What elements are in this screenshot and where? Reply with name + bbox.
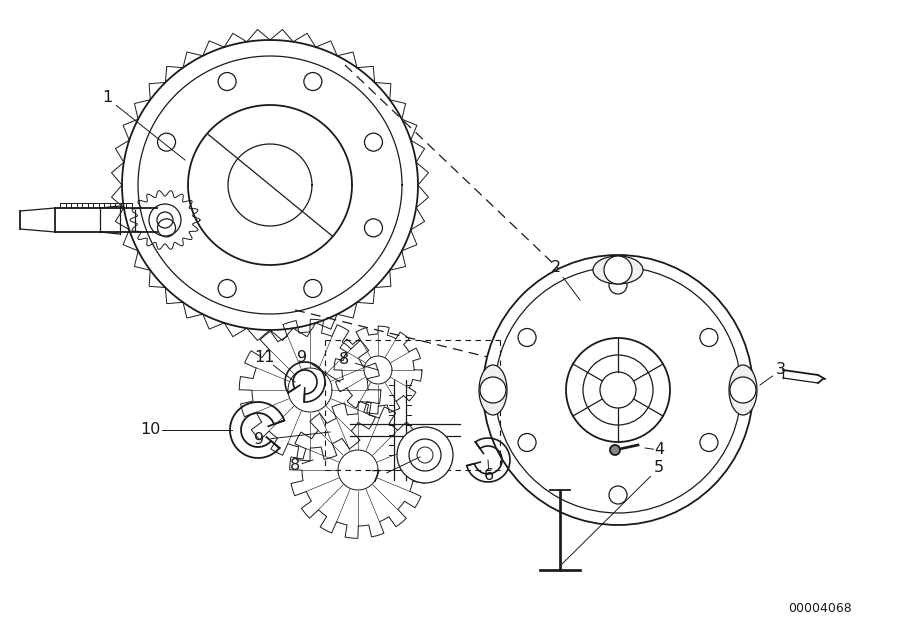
Circle shape [480, 377, 506, 403]
Circle shape [609, 486, 627, 504]
Circle shape [700, 328, 718, 347]
Text: 6: 6 [484, 467, 494, 483]
Text: 5: 5 [654, 460, 664, 476]
Circle shape [409, 439, 441, 471]
Text: 4: 4 [654, 443, 664, 457]
Circle shape [518, 328, 536, 347]
Text: 9: 9 [254, 432, 264, 448]
Text: 2: 2 [551, 260, 561, 276]
Circle shape [604, 256, 632, 284]
Circle shape [700, 434, 718, 451]
Text: 8: 8 [290, 458, 300, 474]
Circle shape [364, 219, 382, 237]
Circle shape [304, 279, 322, 297]
Text: 8: 8 [339, 352, 349, 368]
Text: 7: 7 [371, 471, 381, 486]
Text: 10: 10 [140, 422, 160, 438]
Circle shape [397, 427, 453, 483]
Text: 11: 11 [254, 351, 274, 366]
Text: 3: 3 [776, 363, 786, 377]
Circle shape [218, 279, 236, 297]
Circle shape [730, 377, 756, 403]
Circle shape [218, 72, 236, 91]
Text: 00004068: 00004068 [788, 601, 852, 615]
Ellipse shape [479, 365, 507, 415]
Circle shape [518, 434, 536, 451]
Circle shape [304, 72, 322, 91]
Circle shape [609, 276, 627, 294]
Ellipse shape [593, 256, 643, 284]
Circle shape [158, 133, 176, 151]
Circle shape [483, 255, 753, 525]
Circle shape [610, 445, 620, 455]
Text: 9: 9 [297, 351, 307, 366]
Circle shape [364, 133, 382, 151]
Text: 1: 1 [102, 91, 112, 105]
Ellipse shape [729, 365, 757, 415]
Circle shape [158, 219, 176, 237]
